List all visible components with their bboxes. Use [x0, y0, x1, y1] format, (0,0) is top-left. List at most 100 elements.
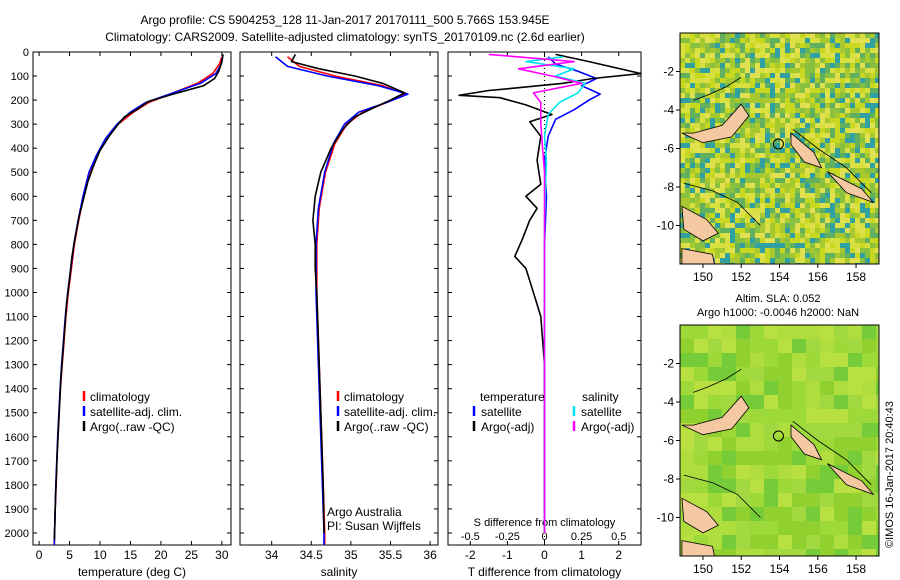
map-cell	[745, 253, 750, 258]
map-cell	[775, 93, 780, 98]
map-cell	[845, 128, 850, 133]
map-cell	[735, 48, 740, 53]
map-cell	[780, 243, 785, 248]
map-cell	[848, 549, 862, 556]
map-cell	[695, 238, 700, 243]
map-cell	[695, 78, 700, 83]
map-cell	[680, 353, 694, 367]
contour-line	[792, 128, 872, 194]
contour-line	[693, 368, 742, 393]
map-cell	[736, 507, 750, 521]
x-tick-label: 15	[124, 548, 138, 562]
map-cell	[875, 78, 879, 83]
map-cell	[865, 258, 870, 263]
map-cell	[795, 198, 800, 203]
map-cell	[870, 203, 875, 208]
map-cell	[700, 123, 705, 128]
map-cell	[735, 128, 740, 133]
map-cell	[680, 168, 685, 173]
map-cell	[764, 507, 778, 521]
map-cell	[810, 33, 815, 38]
map-cell	[876, 325, 879, 339]
map-cell	[845, 43, 850, 48]
map-cell	[790, 123, 795, 128]
map-cell	[750, 233, 755, 238]
map-cell	[845, 233, 850, 238]
map-cell	[725, 143, 730, 148]
map-cell	[795, 153, 800, 158]
map-cell	[745, 248, 750, 253]
map-cell	[810, 43, 815, 48]
map-cell	[695, 173, 700, 178]
x-tick-label: 152	[731, 270, 751, 284]
map-cell	[795, 258, 800, 263]
map-cell	[795, 38, 800, 43]
map-cell	[805, 248, 810, 253]
map-cell	[830, 178, 835, 183]
map-cell	[715, 143, 720, 148]
map-cell	[770, 63, 775, 68]
map-cell	[720, 188, 725, 193]
y-tick-label: 1100	[5, 312, 29, 324]
map-cell	[820, 535, 834, 549]
map-cell	[875, 223, 879, 228]
map-cell	[825, 118, 830, 123]
map-cell	[815, 228, 820, 233]
map-cell	[725, 238, 730, 243]
map-cell	[708, 437, 722, 451]
y-tick-label: -2	[663, 65, 674, 79]
map-cell	[700, 153, 705, 158]
map-cell	[750, 43, 755, 48]
map-cell	[795, 253, 800, 258]
map-cell	[740, 33, 745, 38]
map-cell	[865, 83, 870, 88]
map-cell	[790, 228, 795, 233]
map-cell	[695, 73, 700, 78]
map-cell	[800, 68, 805, 73]
map-cell	[848, 325, 862, 339]
map-cell	[760, 248, 765, 253]
map-cell	[862, 549, 876, 556]
header-line2: Climatology: CARS2009. Satellite-adjuste…	[105, 30, 585, 44]
map-cell	[685, 183, 690, 188]
map-cell	[865, 168, 870, 173]
map-cell	[790, 48, 795, 53]
map-cell	[685, 203, 690, 208]
map-cell	[710, 218, 715, 223]
map-cell	[830, 193, 835, 198]
map-cell	[835, 208, 840, 213]
map-cell	[760, 223, 765, 228]
y-tick-label: -4	[663, 395, 674, 409]
map-cell	[865, 178, 870, 183]
map-cell	[680, 113, 685, 118]
map-cell	[690, 43, 695, 48]
map-cell	[785, 108, 790, 113]
map-cell	[695, 63, 700, 68]
map-cell	[840, 213, 845, 218]
map-cell	[710, 93, 715, 98]
map-cell	[710, 113, 715, 118]
map-cell	[850, 128, 855, 133]
map-cell	[750, 198, 755, 203]
map-cell	[845, 63, 850, 68]
map-cell	[750, 213, 755, 218]
map-cell	[785, 48, 790, 53]
map-cell	[694, 465, 708, 479]
map-cell	[848, 493, 862, 507]
map-cell	[710, 33, 715, 38]
map-cell	[680, 123, 685, 128]
map-cell	[750, 78, 755, 83]
map-cell	[695, 83, 700, 88]
map-cell	[820, 213, 825, 218]
map-cell	[806, 367, 820, 381]
map-cell	[695, 98, 700, 103]
map-cell	[765, 178, 770, 183]
map-cell	[736, 451, 750, 465]
map-cell	[825, 253, 830, 258]
map-cell	[736, 521, 750, 535]
map-cell	[795, 108, 800, 113]
map-cell	[780, 143, 785, 148]
land-polygon	[681, 205, 719, 242]
map-cell	[840, 148, 845, 153]
map-cell	[800, 138, 805, 143]
